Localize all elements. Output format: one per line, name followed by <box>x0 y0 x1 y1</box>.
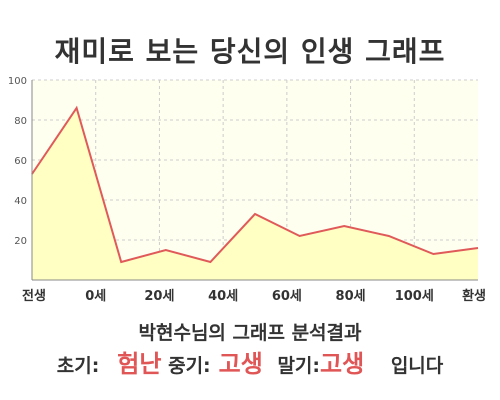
x-tick-label: 0세 <box>85 289 106 304</box>
series-area <box>32 108 478 280</box>
y-tick-label: 40 <box>14 196 27 207</box>
x-tick-label: 환생 <box>462 288 486 304</box>
early-label: 초기: <box>56 355 100 377</box>
late-label: 말기: <box>277 355 321 377</box>
analysis-title: 박현수님의 그래프 분석결과 <box>138 322 362 344</box>
x-tick-label: 80세 <box>336 289 366 304</box>
late-result: 고생 <box>320 350 365 378</box>
chart-title: 재미로 보는 당신의 인생 그래프 <box>54 35 446 68</box>
x-tick-labels: 전생 0세 20세 40세 60세 80세 100세 환생 <box>22 288 486 304</box>
y-tick-label: 80 <box>14 116 27 127</box>
ending-text: 입니다 <box>390 355 444 377</box>
x-tick-label: 60세 <box>272 289 302 304</box>
x-tick-label: 40세 <box>208 289 238 304</box>
series-line <box>31 105 479 264</box>
x-tick-label: 20세 <box>144 289 174 304</box>
analysis-summary: 초기: 험난 중기: 고생 말기:고생 입니다 <box>0 344 500 379</box>
y-tick-label: 60 <box>14 156 27 167</box>
mid-label: 중기: <box>168 355 211 377</box>
y-tick-label: 100 <box>8 76 27 87</box>
x-tick-label: 전생 <box>22 288 46 304</box>
y-tick-label: 20 <box>14 236 27 247</box>
life-graph-chart: 20 40 60 80 100 전생 0세 20세 40세 60세 80세 100세 환생 <box>8 76 486 304</box>
x-tick-label: 100세 <box>395 289 434 304</box>
y-tick-labels: 20 40 60 80 100 <box>8 76 27 247</box>
early-result: 험난 <box>117 350 162 378</box>
mid-result: 고생 <box>218 350 263 378</box>
